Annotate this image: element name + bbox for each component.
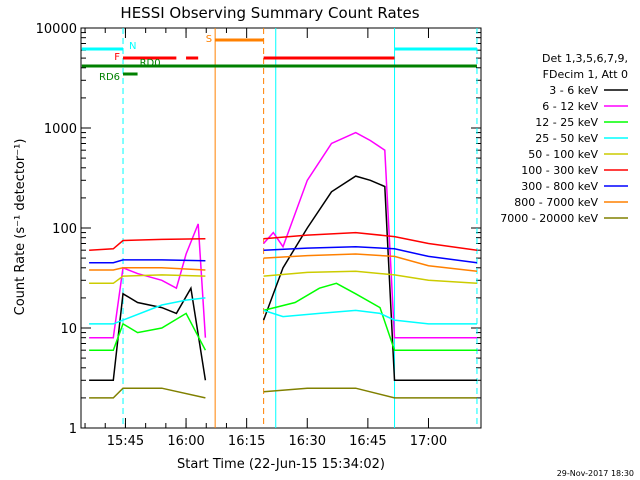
legend-header-2: FDecim 1, Att 0: [543, 68, 628, 81]
series-line: [89, 238, 206, 251]
flag-label: RD0: [140, 58, 161, 69]
legend-label: 25 - 50 keV: [535, 132, 598, 145]
series-line: [89, 267, 206, 271]
legend: 3 - 6 keV 6 - 12 keV 12 - 25 keV 25 - 50 ke…: [500, 84, 628, 225]
series-line: [263, 309, 477, 325]
series-line: [263, 253, 478, 272]
x-axis-label: Start Time (22-Jun-15 15:34:02): [177, 457, 385, 472]
chart-title: HESSI Observing Summary Count Rates: [120, 4, 419, 22]
x-tick-label: 15:45: [107, 434, 144, 449]
series-line: [89, 312, 207, 351]
legend-label: 100 - 300 keV: [521, 164, 598, 177]
flag-label: RD6: [99, 72, 120, 83]
x-tick-label: 16:00: [167, 434, 204, 449]
x-tick-label: 17:00: [410, 434, 447, 449]
legend-label: 50 - 100 keV: [528, 148, 598, 161]
legend-label: 3 - 6 keV: [549, 84, 598, 97]
x-tick-label: 16:15: [228, 434, 265, 449]
series-line: [263, 282, 477, 351]
y-axis-label: Count Rate (s⁻¹ detector⁻¹): [13, 139, 28, 316]
series-line: [263, 387, 477, 399]
plot-frame: [80, 27, 482, 429]
flag-label: N: [129, 41, 136, 52]
series-line: [89, 274, 206, 285]
y-tick-label: 10000: [36, 22, 77, 37]
flag-label: S: [206, 34, 212, 45]
footer-date: 29-Nov-2017 18:30: [557, 469, 634, 478]
legend-label: 800 - 7000 keV: [514, 196, 598, 209]
y-tick-label: 1000: [44, 122, 77, 137]
series-line: [263, 245, 478, 264]
legend-label: 12 - 25 keV: [535, 116, 598, 129]
series-line: [89, 297, 206, 325]
series-line: [263, 270, 478, 285]
legend-label: 7000 - 20000 keV: [500, 212, 598, 225]
x-tick-label: 16:30: [289, 434, 326, 449]
legend-label: 6 - 12 keV: [542, 100, 598, 113]
flag-label: F: [114, 52, 120, 63]
series-line: [89, 223, 207, 339]
legend-label: 300 - 800 keV: [521, 180, 598, 193]
series-line: [89, 387, 206, 399]
series-line: [89, 259, 206, 264]
y-tick-label: 100: [52, 222, 77, 237]
legend-header-1: Det 1,3,5,6,7,9,: [542, 52, 628, 65]
y-tick-label: 1: [69, 422, 77, 437]
series-line: [263, 231, 478, 251]
plot-area: 1 10 100 1000 10000 15:45 16:00 16:15 16:30 16:45…: [36, 22, 482, 449]
series-line: [262, 175, 477, 382]
y-tick-label: 10: [60, 322, 77, 337]
series-line: [263, 131, 477, 339]
x-tick-label: 16:45: [349, 434, 386, 449]
series-line: [89, 285, 207, 382]
